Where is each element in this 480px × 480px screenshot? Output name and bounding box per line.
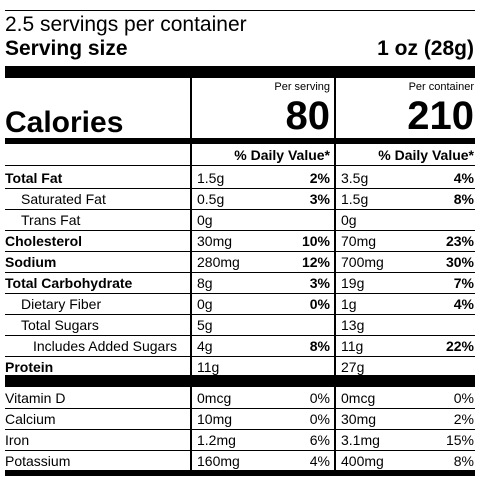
container-amount: 0g bbox=[341, 212, 357, 228]
container-amount: 0mcg bbox=[341, 390, 376, 406]
serving-dv: 0% bbox=[309, 296, 330, 312]
container-dv: 30% bbox=[445, 254, 474, 270]
serving-dv: 0% bbox=[309, 411, 330, 427]
row-rule bbox=[5, 335, 475, 336]
serving-dv: 12% bbox=[301, 254, 330, 270]
micronutrient-name: Potassium bbox=[5, 453, 71, 469]
container-dv: 15% bbox=[445, 432, 474, 448]
container-amount: 27g bbox=[341, 359, 365, 375]
nutrient-name: Includes Added Sugars bbox=[33, 338, 177, 354]
serving-amount: 280mg bbox=[197, 254, 240, 270]
per-container-calories: 210 bbox=[407, 94, 474, 138]
serving-amount: 0g bbox=[197, 212, 213, 228]
micronutrient-name: Vitamin D bbox=[5, 390, 66, 406]
serving-size-label: Serving size bbox=[5, 37, 128, 60]
container-dv: 8% bbox=[453, 453, 474, 469]
nutrient-name: Cholesterol bbox=[5, 233, 83, 249]
row-rule bbox=[5, 230, 475, 231]
serving-dv: 3% bbox=[309, 275, 330, 291]
row-rule bbox=[5, 209, 475, 210]
thick-bar-top bbox=[5, 66, 475, 78]
serving-dv: 8% bbox=[309, 338, 330, 354]
nutrient-name: Saturated Fat bbox=[21, 191, 106, 207]
row-rule bbox=[5, 408, 475, 409]
micronutrient-name: Iron bbox=[5, 432, 30, 448]
serving-dv: 2% bbox=[309, 170, 330, 186]
container-dv: 22% bbox=[445, 338, 474, 354]
container-dv: 2% bbox=[453, 411, 474, 427]
container-dv: 23% bbox=[445, 233, 474, 249]
serving-amount: 1.5g bbox=[197, 170, 225, 186]
serving-dv: 0% bbox=[309, 390, 330, 406]
container-dv: 8% bbox=[453, 191, 474, 207]
dv-header-rule bbox=[5, 165, 475, 166]
row-rule bbox=[5, 293, 475, 294]
dv-header-serving: % Daily Value* bbox=[234, 147, 330, 163]
thick-bar-bottom bbox=[5, 470, 475, 476]
divider-col1 bbox=[190, 78, 192, 470]
calories-label: Calories bbox=[5, 106, 124, 139]
row-rule bbox=[5, 188, 475, 189]
container-amount: 70mg bbox=[341, 233, 377, 249]
container-dv: 4% bbox=[453, 296, 474, 312]
row-rule bbox=[5, 314, 475, 315]
row-rule bbox=[5, 272, 475, 273]
serving-amount: 8g bbox=[197, 275, 213, 291]
container-amount: 13g bbox=[341, 317, 365, 333]
container-dv: 7% bbox=[453, 275, 474, 291]
container-amount: 11g bbox=[341, 338, 364, 354]
servings-per-container: 2.5 servings per container bbox=[5, 13, 247, 36]
container-amount: 700mg bbox=[341, 254, 384, 270]
serving-amount: 0g bbox=[197, 296, 213, 312]
nutrient-name: Dietary Fiber bbox=[21, 296, 102, 312]
container-amount: 400mg bbox=[341, 453, 384, 469]
nutrient-name: Total Sugars bbox=[21, 317, 99, 333]
nutrient-name: Trans Fat bbox=[21, 212, 81, 228]
serving-amount: 5g bbox=[197, 317, 213, 333]
thick-bar-micro bbox=[5, 375, 475, 387]
nutrient-name: Total Carbohydrate bbox=[5, 275, 133, 291]
row-rule bbox=[5, 450, 475, 451]
container-dv: 0% bbox=[453, 390, 474, 406]
serving-amount: 30mg bbox=[197, 233, 233, 249]
serving-dv: 10% bbox=[301, 233, 330, 249]
container-amount: 19g bbox=[341, 275, 365, 291]
row-rule bbox=[5, 429, 475, 430]
serving-amount: 4g bbox=[197, 338, 213, 354]
serving-size-value: 1 oz (28g) bbox=[377, 37, 474, 60]
serving-dv: 4% bbox=[309, 453, 330, 469]
nutrient-name: Sodium bbox=[5, 254, 57, 270]
divider-col2 bbox=[334, 78, 336, 470]
container-amount: 1.5g bbox=[341, 191, 369, 207]
per-serving-label: Per serving bbox=[274, 81, 330, 93]
nutrient-name: Protein bbox=[5, 359, 54, 375]
serving-amount: 10mg bbox=[197, 411, 233, 427]
container-amount: 1g bbox=[341, 296, 357, 312]
serving-dv: 3% bbox=[309, 191, 330, 207]
container-dv: 4% bbox=[453, 170, 474, 186]
container-amount: 30mg bbox=[341, 411, 377, 427]
per-serving-calories: 80 bbox=[285, 94, 331, 138]
container-amount: 3.1mg bbox=[341, 432, 380, 448]
nutrient-name: Total Fat bbox=[5, 170, 63, 186]
serving-amount: 1.2mg bbox=[197, 432, 236, 448]
row-rule bbox=[5, 251, 475, 252]
row-rule bbox=[5, 356, 475, 357]
per-container-label: Per container bbox=[408, 81, 474, 93]
serving-amount: 0mcg bbox=[197, 390, 232, 406]
micronutrient-name: Calcium bbox=[5, 411, 56, 427]
calories-bar bbox=[5, 138, 475, 144]
serving-amount: 11g bbox=[197, 359, 220, 375]
serving-dv: 6% bbox=[309, 432, 330, 448]
top-rule bbox=[5, 10, 475, 11]
serving-amount: 160mg bbox=[197, 453, 240, 469]
dv-header-container: % Daily Value* bbox=[378, 147, 474, 163]
serving-amount: 0.5g bbox=[197, 191, 225, 207]
container-amount: 3.5g bbox=[341, 170, 369, 186]
